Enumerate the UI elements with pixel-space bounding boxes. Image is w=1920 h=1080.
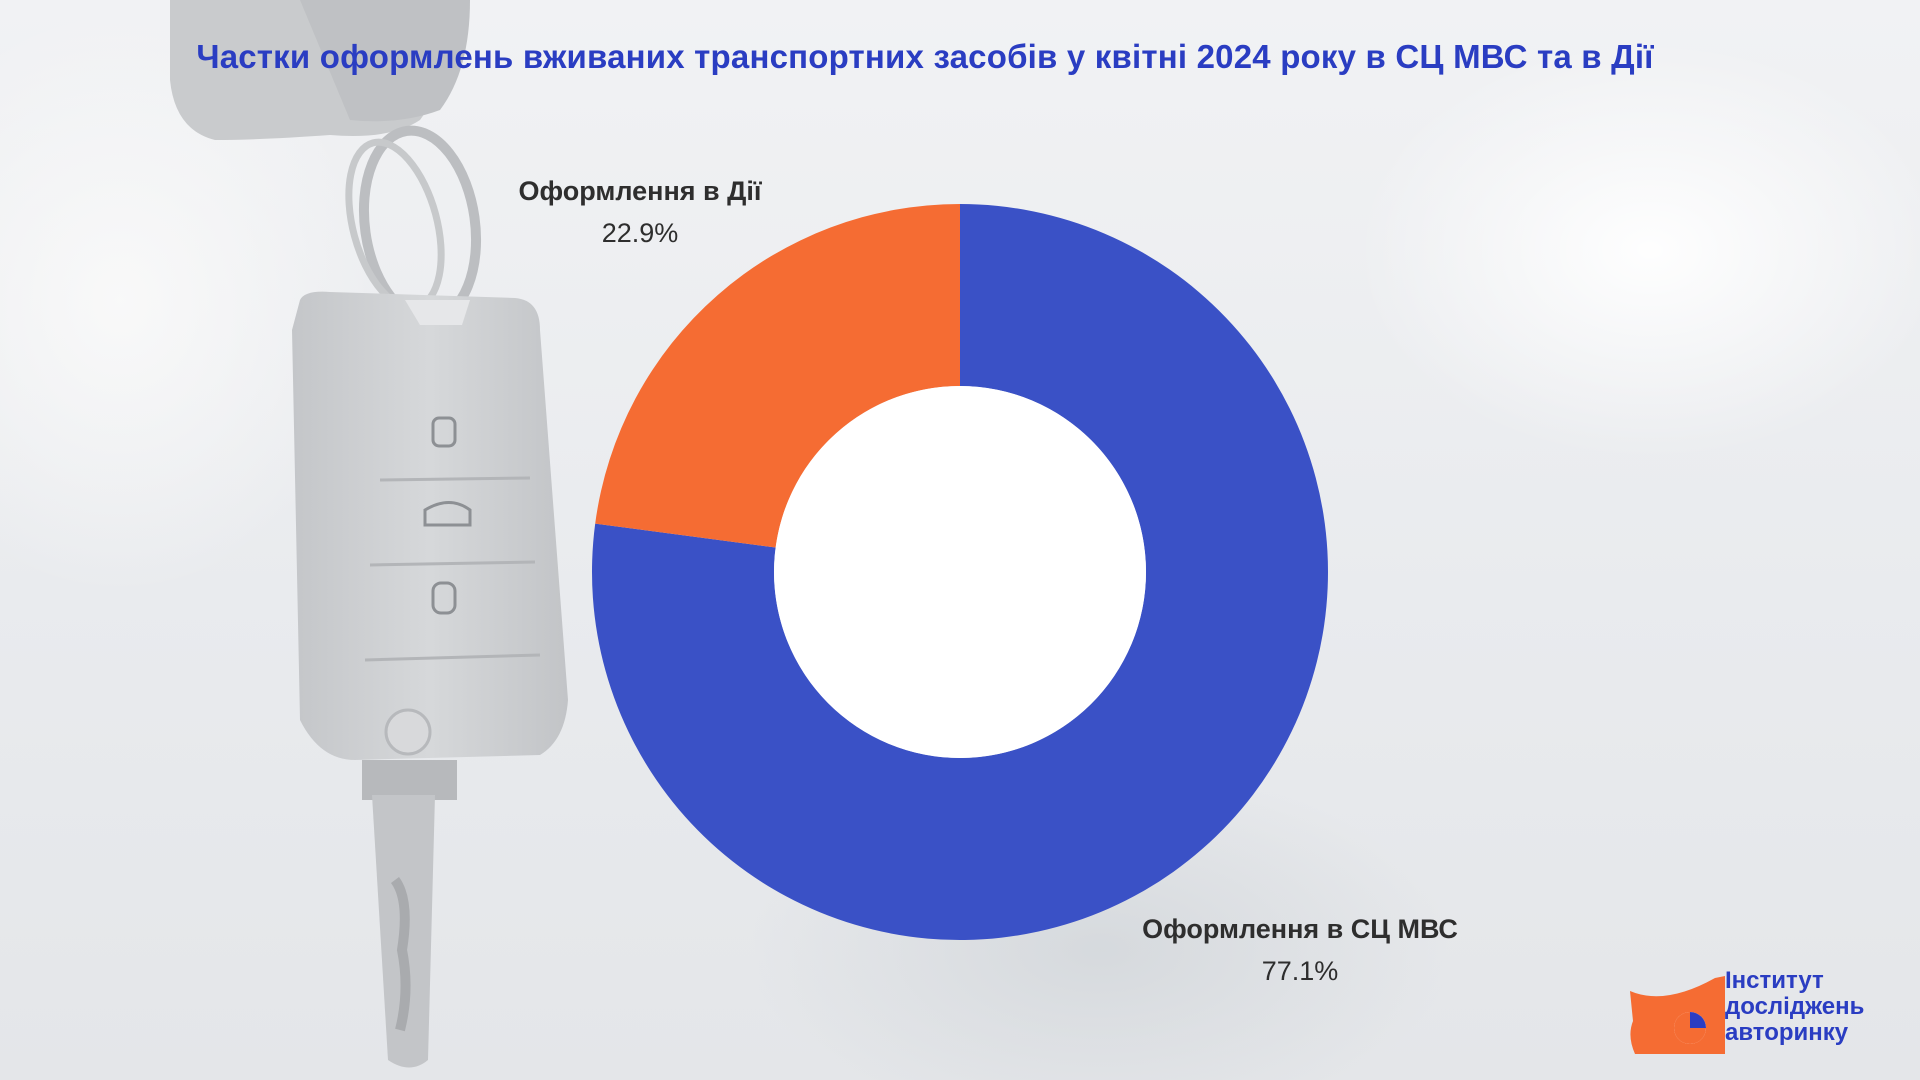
chart-title: Частки оформлень вживаних транспортних з… bbox=[196, 38, 1654, 75]
donut-slice-mvs bbox=[592, 204, 1329, 940]
logo-line-1: Інститут bbox=[1725, 967, 1824, 994]
slice-label-diia: Оформлення в Дії 22.9% bbox=[490, 170, 790, 254]
logo-line-3: авторинку bbox=[1725, 1019, 1849, 1046]
slice-name-diia: Оформлення в Дії bbox=[518, 176, 762, 206]
slice-label-mvs: Оформлення в СЦ МВС 77.1% bbox=[1110, 908, 1490, 992]
slice-value-diia: 22.9% bbox=[601, 218, 679, 248]
donut-hole bbox=[774, 386, 1146, 758]
logo-text: Інститут досліджень авторинку bbox=[1725, 968, 1905, 1046]
logo-line-2: досліджень bbox=[1725, 993, 1865, 1020]
slice-value-mvs: 77.1% bbox=[1261, 956, 1339, 986]
donut-slice-diia bbox=[595, 204, 960, 548]
logo-icon bbox=[1630, 976, 1725, 1054]
slice-name-mvs: Оформлення в СЦ МВС bbox=[1142, 914, 1458, 944]
